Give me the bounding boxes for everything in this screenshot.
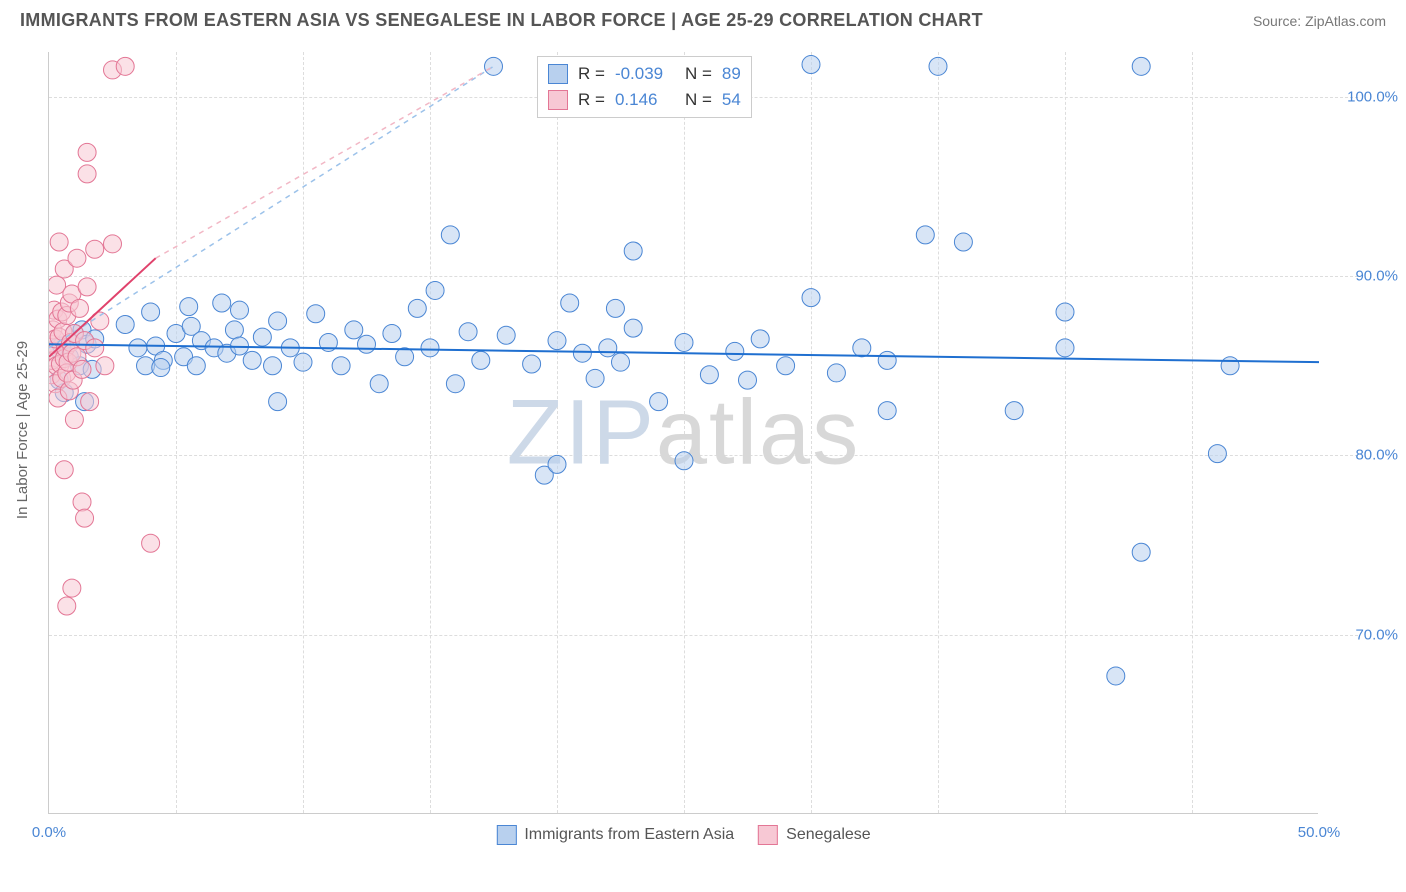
- series-label-1: Senegalese: [786, 826, 871, 844]
- n-label-1: N =: [685, 87, 712, 113]
- y-tick-label: 80.0%: [1328, 447, 1398, 464]
- x-tick-label: 50.0%: [1298, 824, 1341, 841]
- y-tick-label: 90.0%: [1328, 268, 1398, 285]
- n-label-0: N =: [685, 61, 712, 87]
- legend-swatch-1: [548, 90, 568, 110]
- chart-plot-area: ZIPatlas R = -0.039 N = 89 R = 0.146 N =…: [48, 52, 1318, 814]
- n-value-0: 89: [722, 61, 741, 87]
- x-tick-label: 0.0%: [32, 824, 66, 841]
- chart-header: IMMIGRANTS FROM EASTERN ASIA VS SENEGALE…: [0, 0, 1406, 39]
- series-swatch-0: [496, 825, 516, 845]
- n-value-1: 54: [722, 87, 741, 113]
- chart-title: IMMIGRANTS FROM EASTERN ASIA VS SENEGALE…: [20, 10, 983, 31]
- series-legend-item-1: Senegalese: [758, 825, 871, 845]
- r-label-0: R =: [578, 61, 605, 87]
- legend-swatch-0: [548, 64, 568, 84]
- y-tick-label: 70.0%: [1328, 626, 1398, 643]
- y-axis-title: In Labor Force | Age 25-29: [14, 341, 31, 519]
- legend-row-1: R = 0.146 N = 54: [548, 87, 741, 113]
- r-value-0: -0.039: [615, 61, 675, 87]
- y-tick-label: 100.0%: [1328, 88, 1398, 105]
- r-label-1: R =: [578, 87, 605, 113]
- series-legend: Immigrants from Eastern Asia Senegalese: [496, 825, 870, 845]
- series-label-0: Immigrants from Eastern Asia: [524, 826, 734, 844]
- legend-row-0: R = -0.039 N = 89: [548, 61, 741, 87]
- series-legend-item-0: Immigrants from Eastern Asia: [496, 825, 734, 845]
- correlation-legend: R = -0.039 N = 89 R = 0.146 N = 54: [537, 56, 752, 118]
- r-value-1: 0.146: [615, 87, 675, 113]
- source-attribution: Source: ZipAtlas.com: [1253, 13, 1386, 29]
- scatter-svg: [49, 52, 1319, 814]
- series-swatch-1: [758, 825, 778, 845]
